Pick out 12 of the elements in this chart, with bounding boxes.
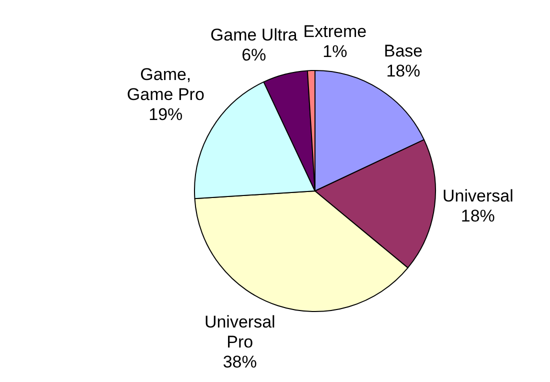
slice-label: Game Ultra: [210, 26, 298, 45]
data-label: 18%: [460, 206, 495, 226]
data-label: 38%: [222, 352, 257, 372]
slice-label: Universal: [442, 186, 514, 206]
data-label: 19%: [148, 104, 183, 124]
slice-label: Universal Pro: [204, 312, 276, 352]
data-label: 18%: [386, 62, 420, 81]
slice-label: Base: [384, 42, 423, 61]
slice-label: Extreme: [303, 22, 367, 41]
slice-label: Game, Game Pro: [126, 64, 204, 104]
data-label: 1%: [322, 42, 348, 61]
data-label: 6%: [242, 46, 266, 65]
